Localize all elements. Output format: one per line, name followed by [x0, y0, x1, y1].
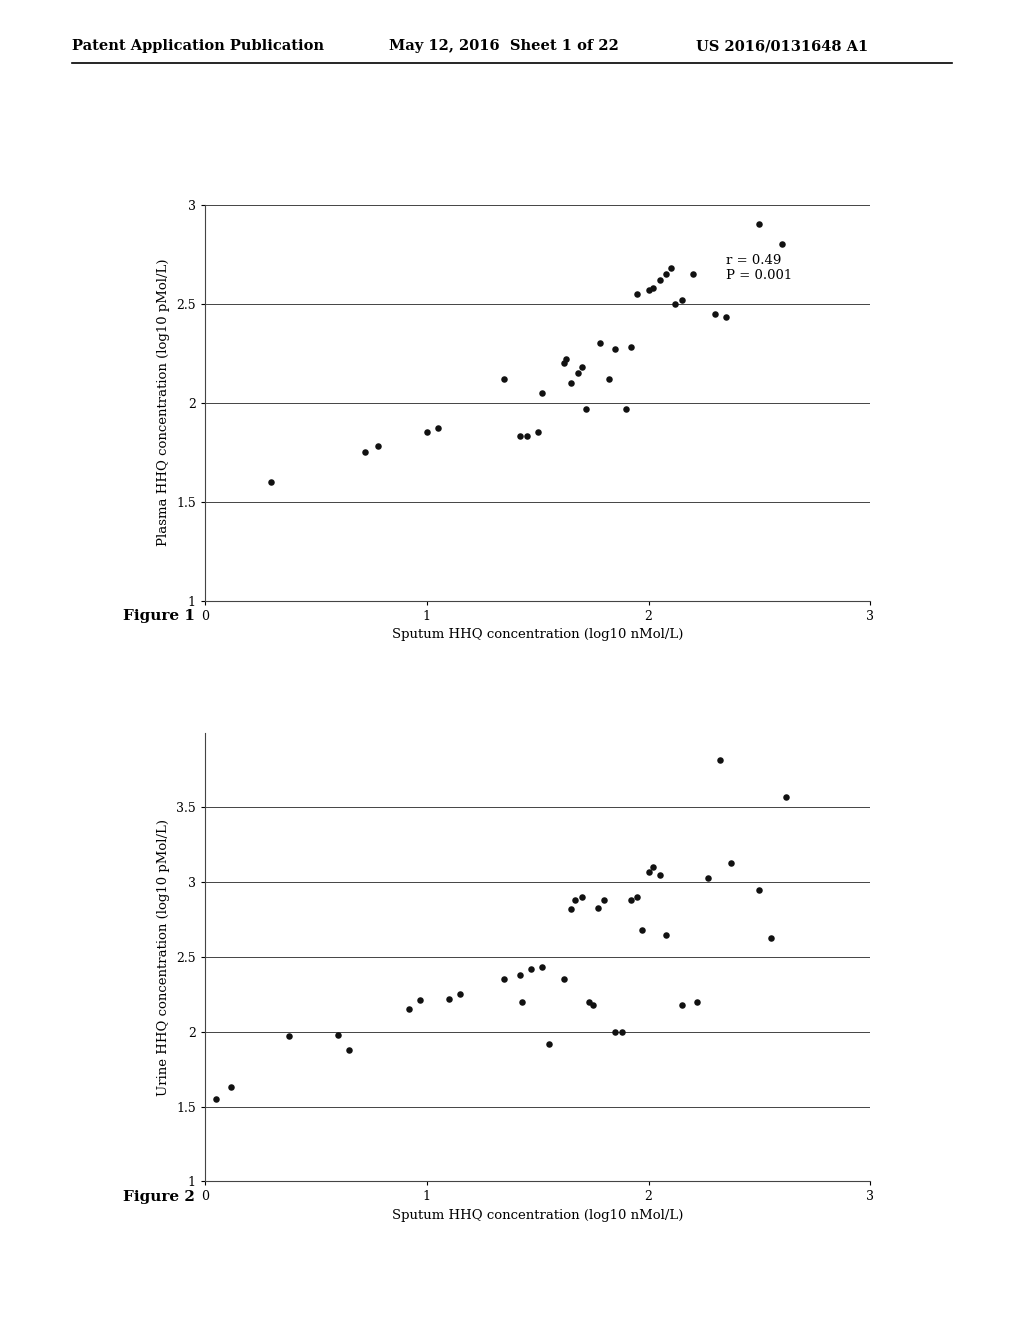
- Point: [573, 356, 590, 378]
- Point: [763, 927, 779, 948]
- Point: [356, 441, 373, 463]
- Point: [419, 422, 435, 444]
- Point: [534, 957, 550, 978]
- Point: [658, 924, 675, 945]
- Point: [330, 1024, 346, 1045]
- Point: [556, 352, 572, 374]
- Point: [592, 333, 608, 354]
- Point: [712, 748, 728, 770]
- Point: [223, 1077, 240, 1098]
- Point: [518, 425, 535, 446]
- Point: [497, 368, 513, 389]
- Point: [563, 899, 580, 920]
- Point: [412, 990, 428, 1011]
- Point: [689, 991, 706, 1012]
- Point: [556, 969, 572, 990]
- Text: r = 0.49
P = 0.001: r = 0.49 P = 0.001: [726, 253, 793, 282]
- Point: [773, 234, 790, 255]
- Point: [529, 422, 546, 444]
- Point: [514, 991, 530, 1012]
- Point: [685, 264, 701, 285]
- Point: [885, 313, 901, 334]
- Text: US 2016/0131648 A1: US 2016/0131648 A1: [696, 40, 868, 53]
- Y-axis label: Plasma HHQ concentration (log10 pMol/L): Plasma HHQ concentration (log10 pMol/L): [158, 259, 170, 546]
- Point: [534, 383, 550, 404]
- Point: [718, 308, 734, 329]
- Point: [674, 289, 690, 310]
- Point: [600, 368, 616, 389]
- Point: [629, 284, 646, 305]
- Point: [752, 214, 768, 235]
- Point: [558, 348, 574, 370]
- Point: [658, 264, 675, 285]
- Point: [778, 787, 795, 808]
- X-axis label: Sputum HHQ concentration (log10 nMol/L): Sputum HHQ concentration (log10 nMol/L): [392, 628, 683, 642]
- Point: [640, 280, 656, 301]
- Point: [400, 999, 417, 1020]
- Point: [613, 1022, 630, 1043]
- Text: Figure 2: Figure 2: [123, 1191, 195, 1204]
- Point: [878, 906, 894, 927]
- Point: [607, 339, 624, 360]
- Y-axis label: Urine HHQ concentration (log10 pMol/L): Urine HHQ concentration (log10 pMol/L): [158, 818, 170, 1096]
- Point: [541, 1034, 557, 1055]
- Point: [596, 890, 612, 911]
- Point: [663, 257, 679, 279]
- Point: [723, 853, 739, 874]
- Text: May 12, 2016  Sheet 1 of 22: May 12, 2016 Sheet 1 of 22: [389, 40, 618, 53]
- Point: [281, 1026, 297, 1047]
- Point: [590, 898, 606, 919]
- Point: [607, 1022, 624, 1043]
- Point: [512, 965, 528, 986]
- Point: [523, 958, 540, 979]
- Point: [651, 269, 668, 290]
- Point: [707, 304, 723, 325]
- Point: [700, 867, 717, 888]
- Point: [645, 277, 662, 298]
- Text: Figure 1: Figure 1: [123, 610, 195, 623]
- Point: [341, 1039, 357, 1060]
- Point: [640, 861, 656, 882]
- Point: [263, 471, 280, 492]
- Point: [569, 363, 586, 384]
- Point: [618, 399, 635, 420]
- Point: [370, 436, 386, 457]
- Point: [430, 417, 446, 438]
- Point: [667, 293, 683, 314]
- Point: [623, 890, 639, 911]
- Point: [581, 991, 597, 1012]
- Point: [645, 857, 662, 878]
- Point: [452, 983, 468, 1005]
- Point: [651, 865, 668, 886]
- X-axis label: Sputum HHQ concentration (log10 nMol/L): Sputum HHQ concentration (log10 nMol/L): [392, 1209, 683, 1222]
- Point: [208, 1089, 224, 1110]
- Point: [512, 425, 528, 446]
- Point: [629, 887, 646, 908]
- Point: [440, 989, 457, 1010]
- Point: [579, 399, 595, 420]
- Text: Patent Application Publication: Patent Application Publication: [72, 40, 324, 53]
- Point: [573, 887, 590, 908]
- Point: [634, 920, 650, 941]
- Point: [623, 337, 639, 358]
- Point: [752, 879, 768, 900]
- Point: [674, 994, 690, 1015]
- Point: [497, 969, 513, 990]
- Point: [567, 890, 584, 911]
- Point: [563, 372, 580, 393]
- Point: [585, 994, 601, 1015]
